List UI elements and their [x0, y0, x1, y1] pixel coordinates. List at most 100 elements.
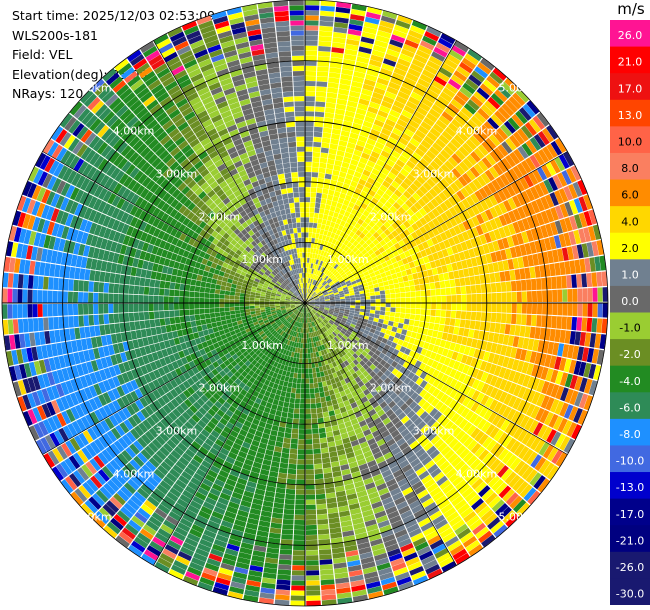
velocity-gate	[300, 393, 305, 399]
velocity-gate	[321, 376, 326, 382]
velocity-gate	[390, 193, 400, 202]
velocity-gate	[332, 277, 338, 283]
velocity-gate	[596, 271, 603, 287]
velocity-gate	[362, 282, 369, 288]
velocity-gate	[545, 161, 557, 176]
velocity-gate	[397, 91, 410, 101]
velocity-gate	[578, 196, 588, 212]
velocity-gate	[368, 220, 376, 228]
velocity-gate	[333, 164, 341, 172]
velocity-gate	[305, 30, 319, 36]
velocity-gate	[276, 579, 291, 586]
velocity-gate	[340, 187, 348, 195]
velocity-gate	[323, 183, 330, 190]
velocity-gate	[506, 303, 512, 313]
velocity-gate	[297, 449, 305, 455]
velocity-gate	[375, 34, 390, 44]
velocity-gate	[425, 309, 431, 316]
velocity-gate	[563, 151, 575, 167]
velocity-gate	[477, 62, 492, 75]
velocity-gate	[401, 81, 415, 92]
velocity-gate	[305, 187, 311, 193]
velocity-gate	[346, 262, 352, 268]
velocity-gate	[316, 372, 321, 378]
velocity-gate	[305, 484, 315, 490]
velocity-gate	[500, 249, 508, 261]
velocity-gate	[451, 168, 462, 179]
velocity-gate	[534, 327, 541, 340]
velocity-gate	[579, 258, 586, 273]
velocity-gate	[392, 262, 399, 269]
velocity-gate	[318, 293, 324, 297]
velocity-gate	[475, 256, 483, 266]
velocity-gate	[369, 272, 376, 278]
velocity-gate	[428, 84, 442, 95]
velocity-gate	[429, 282, 436, 290]
velocity-gate	[311, 177, 318, 183]
velocity-gate	[395, 159, 406, 168]
velocity-gate	[559, 218, 568, 233]
velocity-gate	[451, 153, 462, 164]
velocity-gate	[498, 227, 507, 239]
velocity-gate	[345, 105, 357, 113]
velocity-gate	[335, 103, 347, 111]
velocity-gate	[536, 212, 545, 226]
velocity-gate	[290, 600, 305, 606]
velocity-gate	[411, 115, 423, 125]
velocity-gate	[319, 255, 323, 261]
velocity-gate	[365, 296, 371, 300]
velocity-gate	[314, 296, 319, 300]
velocity-gate	[278, 467, 288, 474]
velocity-gate	[510, 280, 517, 292]
velocity-gate	[379, 314, 385, 320]
velocity-gate	[324, 112, 335, 119]
velocity-gate	[318, 534, 330, 540]
velocity-gate	[333, 271, 339, 276]
velocity-gate	[451, 295, 457, 303]
velocity-gate	[408, 279, 415, 286]
velocity-gate	[468, 267, 475, 277]
velocity-gate	[305, 192, 311, 198]
velocity-gate	[431, 296, 437, 303]
velocity-gate	[317, 529, 330, 535]
velocity-gate	[404, 313, 411, 320]
velocity-gate	[325, 220, 332, 227]
velocity-gate	[355, 166, 364, 174]
velocity-gate	[365, 11, 381, 20]
velocity-gate	[382, 145, 393, 154]
velocity-gate	[374, 270, 381, 276]
velocity-gate	[403, 77, 417, 87]
velocity-gate	[312, 222, 318, 229]
velocity-gate	[391, 222, 399, 230]
velocity-gate	[370, 54, 384, 63]
velocity-gate	[297, 347, 301, 353]
velocity-gate	[488, 134, 501, 147]
velocity-gate	[320, 147, 329, 154]
velocity-gate	[383, 280, 389, 286]
velocity-gate	[317, 177, 325, 184]
velocity-gate	[405, 308, 411, 314]
velocity-gate	[390, 257, 397, 264]
velocity-gate	[305, 0, 320, 6]
velocity-gate	[346, 217, 353, 225]
velocity-gate	[450, 182, 460, 193]
velocity-gate	[309, 284, 313, 289]
velocity-gate	[315, 303, 320, 305]
velocity-gate	[307, 295, 312, 300]
velocity-gate	[345, 43, 359, 51]
velocity-gate	[317, 417, 324, 424]
velocity-gate	[333, 223, 340, 230]
velocity-gate	[333, 27, 348, 34]
velocity-gate	[481, 293, 487, 303]
velocity-gate	[368, 201, 376, 209]
velocity-gate	[484, 100, 497, 113]
velocity-gate	[536, 290, 543, 303]
velocity-gate	[330, 179, 338, 186]
velocity-gate	[325, 276, 330, 282]
velocity-gate	[499, 173, 510, 187]
velocity-gate	[417, 125, 429, 135]
velocity-gate	[424, 283, 431, 290]
velocity-gate	[370, 306, 376, 311]
velocity-gate	[419, 226, 427, 235]
velocity-gate	[362, 210, 370, 217]
